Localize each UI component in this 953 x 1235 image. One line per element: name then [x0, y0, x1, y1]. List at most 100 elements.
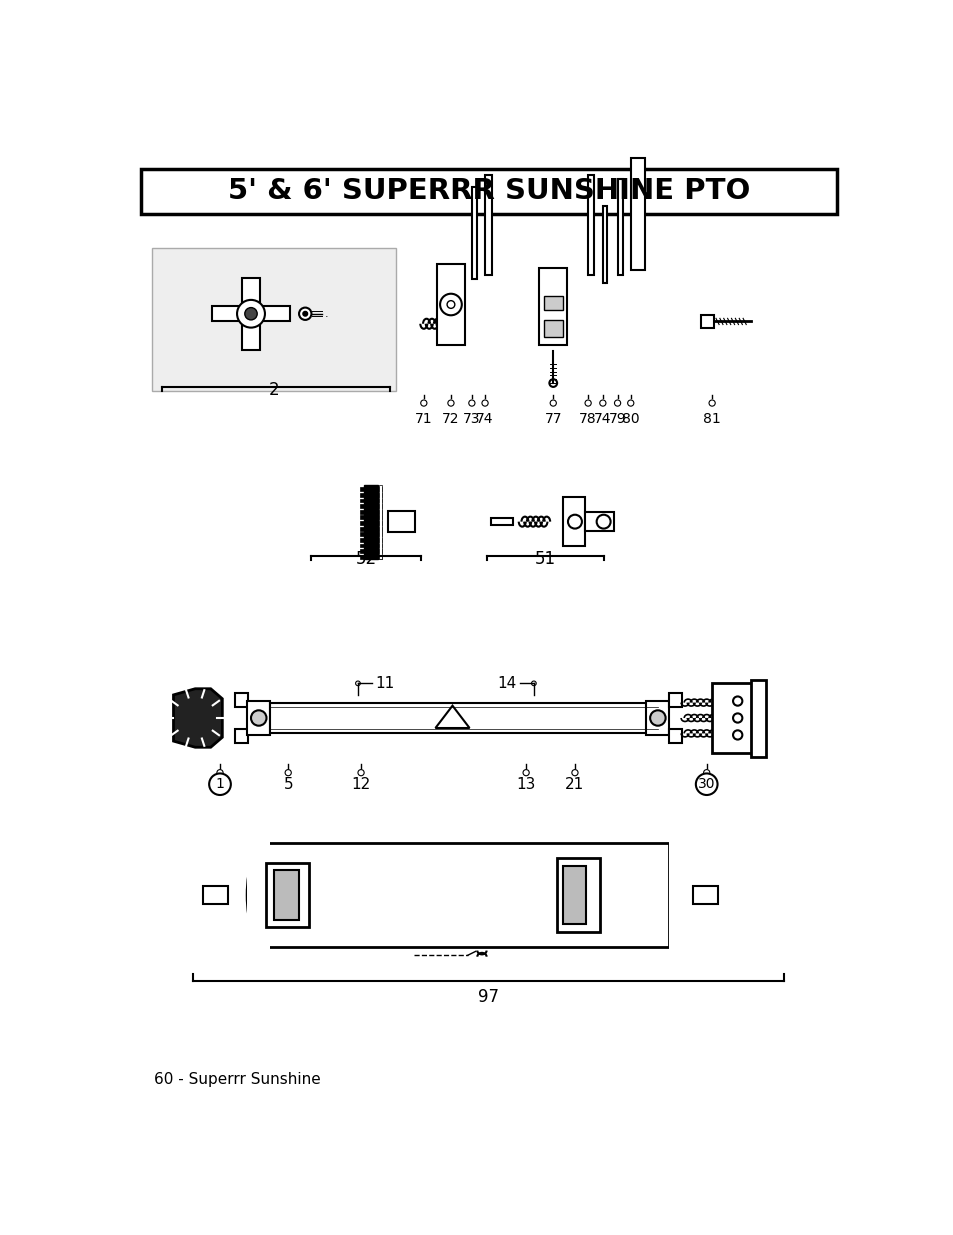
Bar: [360, 515, 364, 519]
Circle shape: [357, 769, 364, 776]
Bar: [152, 248, 395, 390]
Text: 71: 71: [415, 412, 432, 426]
Bar: [274, 871, 298, 920]
Bar: [360, 504, 364, 508]
Text: 1: 1: [215, 777, 224, 792]
Bar: [235, 693, 248, 708]
Text: 51: 51: [535, 550, 556, 568]
Text: 5: 5: [283, 777, 293, 792]
Bar: [235, 729, 248, 742]
Bar: [669, 840, 700, 948]
Bar: [617, 179, 622, 275]
Bar: [602, 206, 607, 283]
Circle shape: [355, 680, 360, 685]
Text: 11: 11: [375, 676, 394, 690]
Circle shape: [732, 697, 741, 705]
Bar: [692, 885, 717, 904]
Circle shape: [596, 515, 610, 529]
Bar: [711, 683, 754, 752]
Circle shape: [251, 710, 266, 726]
Text: 81: 81: [702, 412, 720, 426]
Bar: [630, 158, 644, 270]
Bar: [538, 268, 567, 345]
Bar: [360, 538, 364, 542]
Text: 72: 72: [442, 412, 459, 426]
Bar: [377, 550, 381, 553]
Bar: [543, 296, 562, 310]
Circle shape: [468, 400, 475, 406]
Bar: [377, 521, 381, 525]
Circle shape: [285, 769, 291, 776]
Bar: [247, 840, 270, 948]
Circle shape: [439, 294, 461, 315]
Bar: [241, 278, 260, 303]
Bar: [360, 499, 364, 503]
Circle shape: [627, 400, 633, 406]
Bar: [377, 499, 381, 503]
Circle shape: [649, 710, 665, 726]
Circle shape: [732, 714, 741, 722]
Text: 14: 14: [497, 676, 517, 690]
Bar: [377, 510, 381, 514]
Bar: [750, 679, 765, 757]
Bar: [377, 504, 381, 508]
Bar: [247, 701, 270, 735]
Text: 74: 74: [594, 412, 611, 426]
Circle shape: [567, 515, 581, 529]
Bar: [669, 693, 681, 708]
Bar: [543, 320, 562, 337]
Bar: [377, 515, 381, 519]
Text: 80: 80: [621, 412, 639, 426]
Bar: [472, 186, 476, 279]
Text: 21: 21: [565, 777, 584, 792]
Circle shape: [447, 300, 455, 309]
Circle shape: [708, 400, 715, 406]
Polygon shape: [173, 689, 222, 747]
Circle shape: [216, 769, 223, 776]
Bar: [377, 555, 381, 558]
Bar: [584, 513, 614, 531]
Text: 30: 30: [698, 777, 715, 792]
Bar: [645, 701, 669, 735]
Bar: [360, 543, 364, 547]
Bar: [360, 526, 364, 531]
Bar: [562, 866, 585, 924]
Bar: [360, 493, 364, 496]
Text: 97: 97: [477, 988, 499, 1005]
Text: 79: 79: [608, 412, 626, 426]
Bar: [587, 175, 594, 275]
Bar: [378, 484, 381, 558]
Bar: [360, 550, 364, 553]
Circle shape: [571, 769, 578, 776]
Bar: [557, 858, 599, 932]
Bar: [270, 703, 658, 734]
Bar: [360, 555, 364, 558]
Circle shape: [614, 400, 620, 406]
Text: .: .: [324, 309, 328, 319]
Bar: [491, 517, 513, 525]
Circle shape: [420, 400, 427, 406]
Circle shape: [209, 773, 231, 795]
Circle shape: [732, 730, 741, 740]
Circle shape: [245, 308, 257, 320]
Bar: [700, 315, 713, 329]
Circle shape: [550, 400, 556, 406]
Bar: [360, 488, 364, 492]
Bar: [377, 488, 381, 492]
Circle shape: [236, 300, 265, 327]
Bar: [436, 264, 464, 345]
Circle shape: [703, 769, 709, 776]
Text: 77: 77: [544, 412, 561, 426]
Bar: [212, 306, 239, 321]
Circle shape: [481, 400, 488, 406]
Bar: [360, 510, 364, 514]
Circle shape: [298, 308, 311, 320]
Text: 74: 74: [476, 412, 494, 426]
Bar: [266, 842, 669, 947]
Bar: [360, 521, 364, 525]
Bar: [360, 532, 364, 536]
Text: 78: 78: [578, 412, 597, 426]
Bar: [203, 885, 228, 904]
Bar: [669, 729, 681, 742]
Bar: [484, 175, 492, 275]
